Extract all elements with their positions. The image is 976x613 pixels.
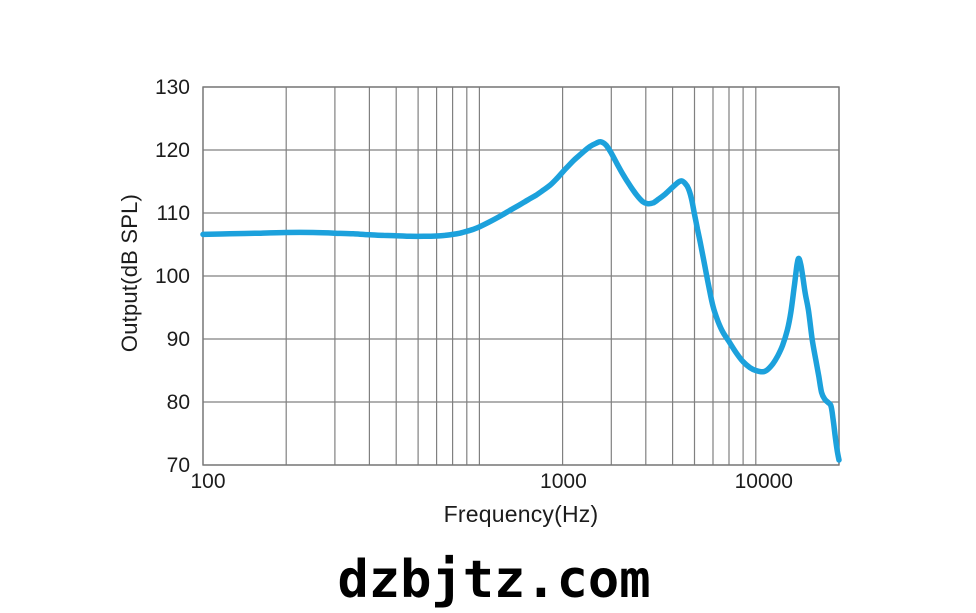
y-tick-label-110: 110 (157, 202, 190, 225)
y-axis-title: Output(dB SPL) (117, 193, 142, 353)
y-tick-label-80: 80 (167, 391, 190, 414)
y-tick-label-130: 130 (155, 76, 190, 99)
y-tick-label-100: 100 (155, 265, 190, 288)
y-tick-label-70: 70 (167, 454, 190, 477)
response-curve (200, 138, 842, 463)
y-tick-label-90: 90 (167, 328, 190, 351)
plot-border (202, 86, 840, 466)
watermark-text: dzbjtz.com (337, 550, 651, 610)
y-tick-label-120: 120 (155, 139, 190, 162)
x-tick-label-100: 100 (190, 470, 225, 493)
x-tick-label-1000: 1000 (540, 470, 587, 493)
grid (202, 86, 840, 466)
x-tick-label-10000: 10000 (735, 470, 793, 493)
x-axis-title: Frequency(Hz) (443, 501, 599, 527)
